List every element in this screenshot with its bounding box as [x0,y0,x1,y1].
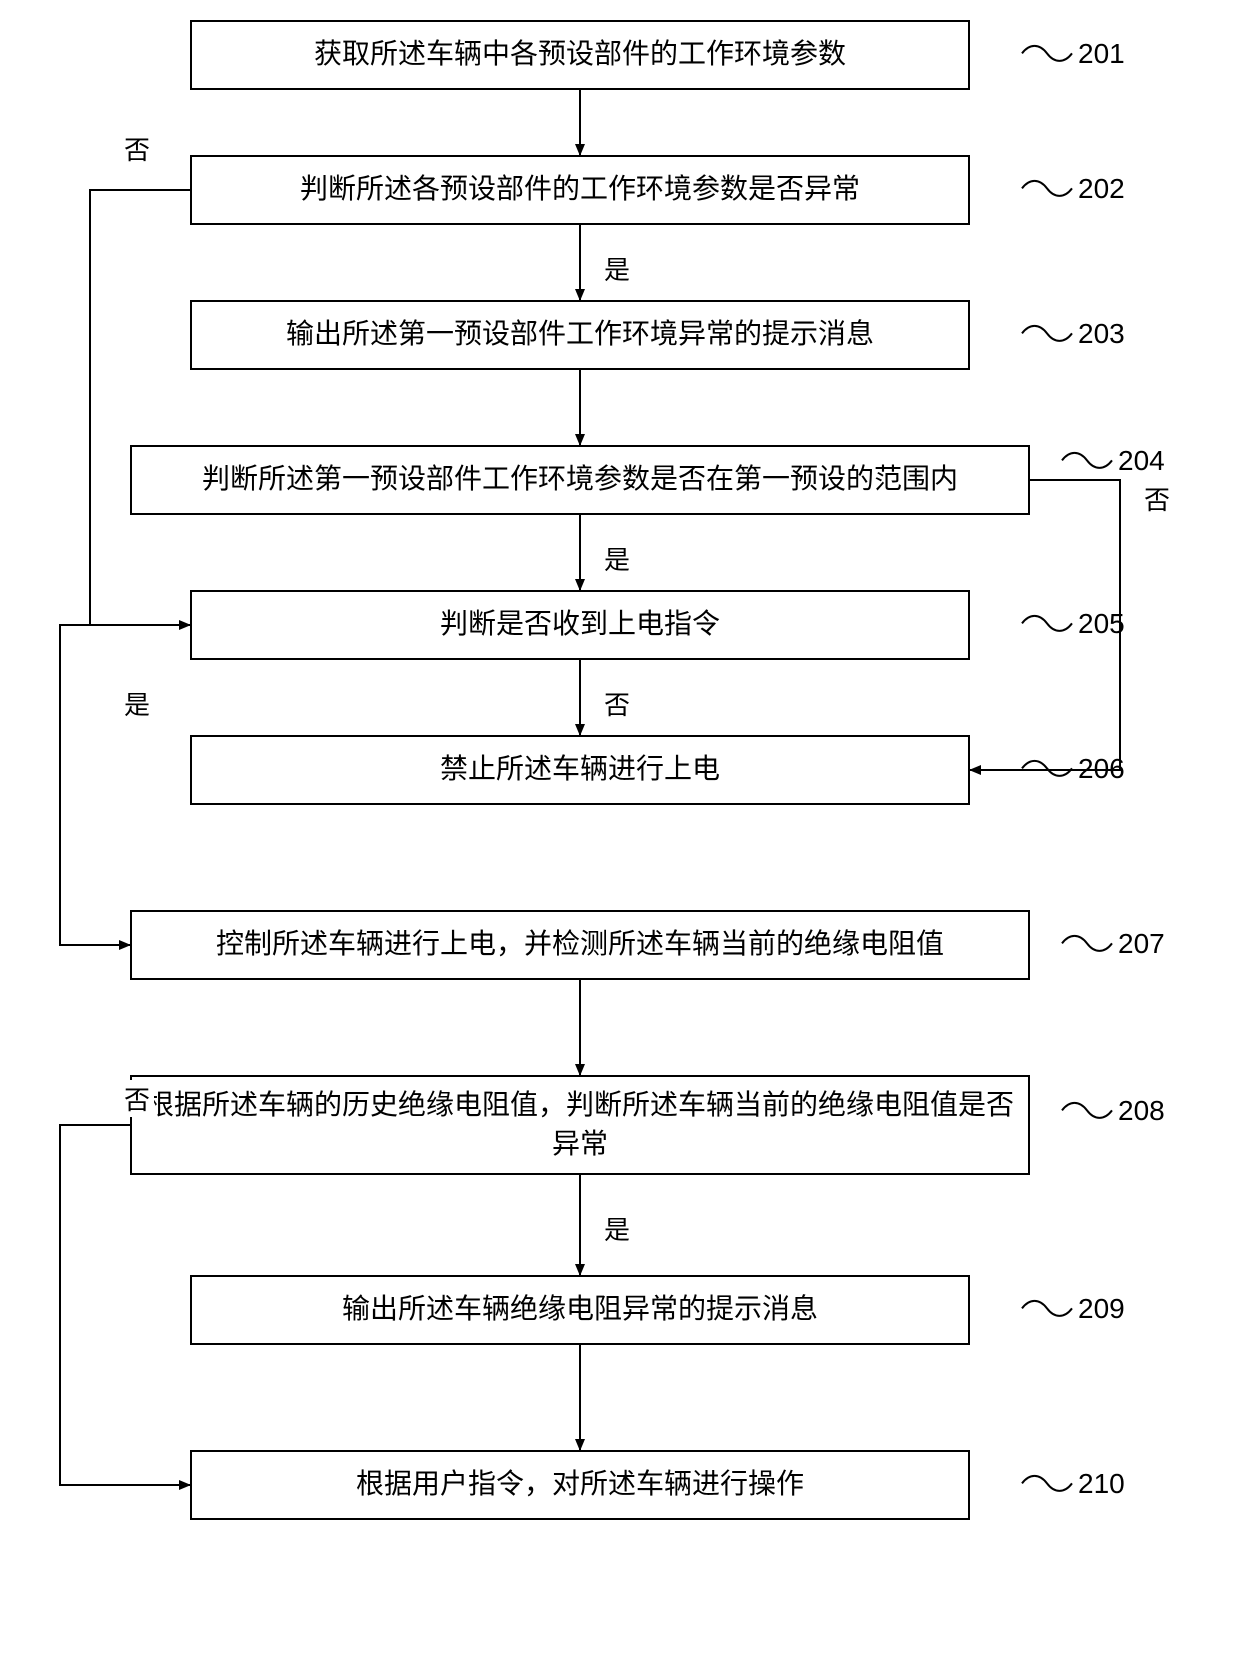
flow-edge [60,625,190,945]
step-number: 203 [1078,318,1125,350]
edge-label: 否 [120,130,154,167]
step-squiggle [1062,453,1112,468]
step-squiggle [1022,761,1072,776]
step-number: 209 [1078,1293,1125,1325]
node-text: 根据所述车辆的历史绝缘电阻值，判断所述车辆当前的绝缘电阻值是否异常 [146,1086,1014,1164]
step-number: 207 [1118,928,1165,960]
edge-label: 否 [1140,480,1174,517]
flowchart-node: 根据所述车辆的历史绝缘电阻值，判断所述车辆当前的绝缘电阻值是否异常 [130,1075,1030,1175]
step-number: 206 [1078,753,1125,785]
node-text: 判断是否收到上电指令 [440,605,720,644]
edge-label: 是 [600,1210,634,1247]
node-text: 禁止所述车辆进行上电 [440,750,720,789]
step-number: 205 [1078,608,1125,640]
flowchart-node: 根据用户指令，对所述车辆进行操作 [190,1450,970,1520]
step-squiggle [1022,46,1072,61]
flow-edge [90,190,190,625]
flowchart-node: 输出所述车辆绝缘电阻异常的提示消息 [190,1275,970,1345]
flow-edge [60,1125,190,1485]
flowchart-node: 判断是否收到上电指令 [190,590,970,660]
edge-label: 是 [120,685,154,722]
step-number: 210 [1078,1468,1125,1500]
flowchart-node: 判断所述第一预设部件工作环境参数是否在第一预设的范围内 [130,445,1030,515]
step-squiggle [1022,1301,1072,1316]
node-text: 判断所述第一预设部件工作环境参数是否在第一预设的范围内 [202,460,958,499]
flowchart-node: 控制所述车辆进行上电，并检测所述车辆当前的绝缘电阻值 [130,910,1030,980]
step-squiggle [1022,616,1072,631]
flowchart-node: 输出所述第一预设部件工作环境异常的提示消息 [190,300,970,370]
edge-label: 否 [120,1080,154,1117]
step-number: 204 [1118,445,1165,477]
edge-label: 是 [600,540,634,577]
step-number: 202 [1078,173,1125,205]
step-squiggle [1062,1103,1112,1118]
flowchart-node: 禁止所述车辆进行上电 [190,735,970,805]
step-number: 201 [1078,38,1125,70]
flowchart-node: 判断所述各预设部件的工作环境参数是否异常 [190,155,970,225]
step-squiggle [1022,326,1072,341]
node-text: 获取所述车辆中各预设部件的工作环境参数 [314,35,846,74]
node-text: 输出所述车辆绝缘电阻异常的提示消息 [342,1290,818,1329]
node-text: 控制所述车辆进行上电，并检测所述车辆当前的绝缘电阻值 [216,925,944,964]
step-squiggle [1062,936,1112,951]
step-squiggle [1022,181,1072,196]
flowchart-canvas: 获取所述车辆中各预设部件的工作环境参数判断所述各预设部件的工作环境参数是否异常输… [0,0,1240,1678]
edge-label: 是 [600,250,634,287]
node-text: 判断所述各预设部件的工作环境参数是否异常 [300,170,860,209]
node-text: 根据用户指令，对所述车辆进行操作 [356,1465,804,1504]
edge-label: 否 [600,685,634,722]
node-text: 输出所述第一预设部件工作环境异常的提示消息 [286,315,874,354]
step-squiggle [1022,1476,1072,1491]
step-number: 208 [1118,1095,1165,1127]
flowchart-node: 获取所述车辆中各预设部件的工作环境参数 [190,20,970,90]
